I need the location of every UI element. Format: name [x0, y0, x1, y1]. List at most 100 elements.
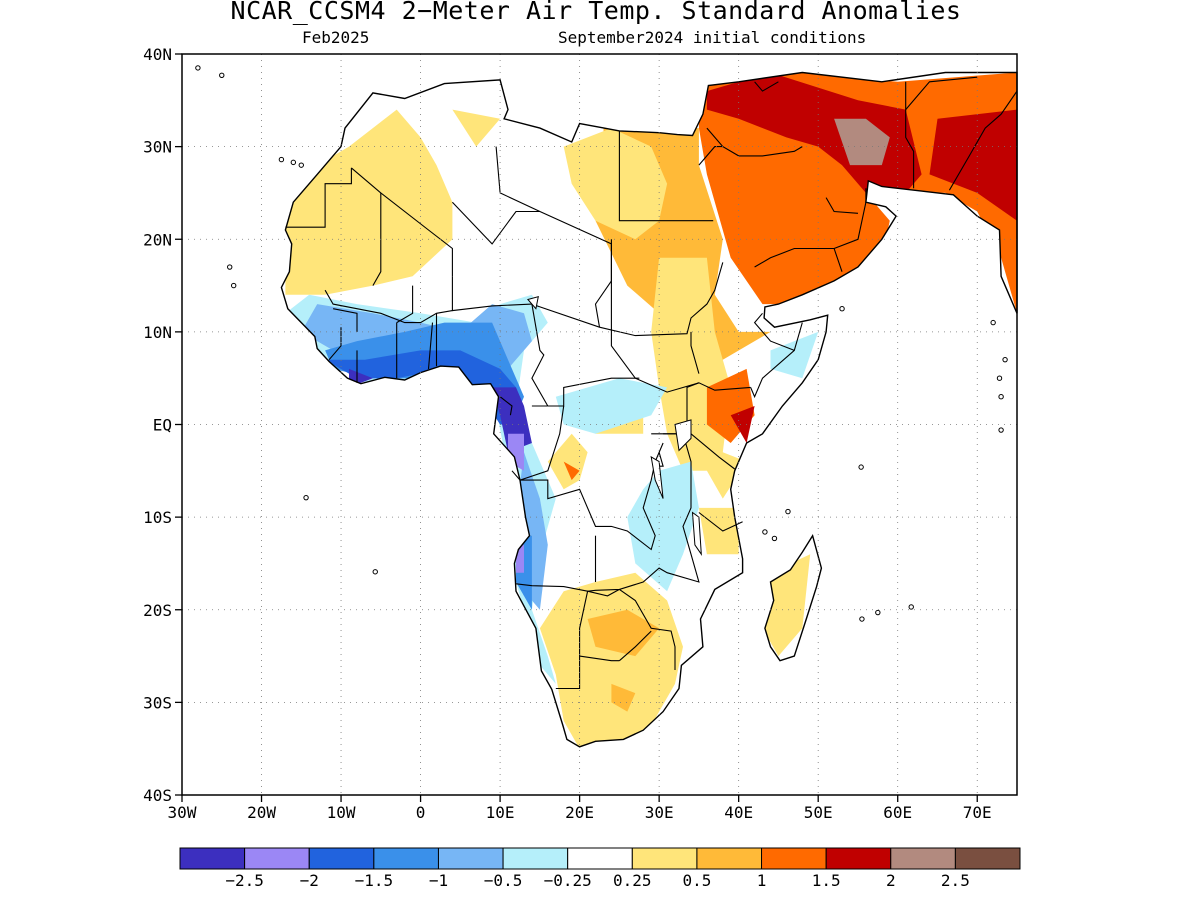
anomaly-region: [770, 331, 819, 379]
colorbar-swatch: [890, 847, 956, 870]
colorbar-swatch: [179, 847, 246, 870]
country-border: [531, 262, 724, 337]
lon-tick-label: 20W: [247, 803, 276, 822]
colorbar-label: 2: [886, 871, 896, 890]
colorbar: −2.5 −2 −1.5 −1 −0.5 −0.25 0.25 0.5 1 1.5 2 2.5: [179, 847, 1021, 890]
colorbar-swatch: [244, 847, 310, 870]
island: [227, 264, 233, 270]
country-border: [750, 322, 803, 399]
colorbar-swatch: [567, 847, 633, 870]
country-border: [833, 188, 867, 250]
colorbar-swatch: [825, 847, 892, 870]
anomaly-region: [706, 72, 922, 203]
lon-tick-label: 0: [416, 803, 426, 822]
country-border: [698, 146, 723, 166]
africa-coastline: [280, 71, 1018, 748]
anomaly-region: [611, 683, 636, 712]
colorbar-label: 1.5: [812, 871, 841, 890]
lake: [526, 296, 539, 310]
island: [298, 162, 304, 168]
lake: [691, 511, 702, 556]
colorbar-label: 0.5: [682, 871, 711, 890]
island: [998, 427, 1004, 433]
anomaly-shading: [285, 72, 1017, 747]
country-border: [754, 81, 779, 92]
colorbar-label: −2.5: [225, 871, 264, 890]
country-border: [332, 308, 358, 332]
country-border: [690, 331, 700, 374]
country-border: [555, 433, 700, 690]
island: [219, 72, 225, 79]
island: [785, 508, 791, 515]
island: [771, 535, 778, 542]
anomaly-region: [834, 118, 890, 166]
colorbar-label: 1: [757, 871, 767, 890]
country-border: [519, 405, 565, 481]
country-border: [285, 167, 352, 228]
lat-tick-label: 30S: [143, 693, 172, 712]
lon-tick-label: 70E: [963, 803, 992, 822]
lat-tick-label: 10N: [143, 323, 172, 342]
country-border: [452, 201, 540, 245]
island: [372, 569, 378, 575]
island: [1002, 356, 1008, 363]
anomaly-region: [516, 544, 524, 573]
lon-tick-label: 10E: [486, 803, 515, 822]
lake: [650, 455, 664, 499]
country-border: [396, 285, 414, 324]
anomaly-region: [929, 109, 1017, 221]
initial-conditions: September2024 initial conditions: [558, 28, 867, 47]
anomaly-region: [730, 406, 755, 443]
anomaly-region: [325, 350, 524, 425]
island: [230, 282, 237, 289]
country-border: [753, 312, 795, 351]
island: [195, 65, 201, 71]
lat-tick-label: EQ: [153, 416, 172, 435]
lon-tick-label: 20E: [565, 803, 594, 822]
country-border: [948, 90, 1018, 191]
anomaly-region: [555, 378, 668, 434]
island: [858, 464, 864, 470]
country-border: [825, 197, 859, 214]
map-title: NCAR_CCSM4 2−Meter Air Temp. Standard An…: [230, 0, 962, 25]
island: [990, 319, 996, 326]
country-border: [499, 396, 513, 416]
country-border: [619, 630, 652, 662]
country-border: [511, 442, 664, 551]
colorbar-label: −1: [429, 871, 448, 890]
island: [998, 394, 1004, 400]
country-border: [610, 239, 751, 393]
country-border: [698, 512, 743, 532]
lon-tick-label: 60E: [883, 803, 912, 822]
lon-tick-label: 30E: [645, 803, 674, 822]
country-border: [619, 588, 676, 670]
colorbar-label: 2.5: [941, 871, 970, 890]
lon-tick-label: 40E: [724, 803, 753, 822]
lat-tick-label: 20S: [143, 601, 172, 620]
anomaly-region: [563, 461, 580, 481]
lake: [674, 419, 692, 452]
colorbar-label: −2: [300, 871, 319, 890]
anomaly-region: [547, 433, 588, 490]
island: [278, 156, 285, 163]
island: [762, 529, 768, 535]
country-border: [547, 377, 640, 407]
country-border: [351, 167, 453, 277]
colorbar-swatch: [437, 847, 504, 870]
colorbar-label: −0.25: [544, 871, 592, 890]
island: [875, 609, 881, 616]
lat-tick-label: 40N: [143, 45, 172, 64]
anomaly-region: [762, 554, 811, 657]
madagascar-coastline: [764, 533, 823, 662]
island: [996, 375, 1003, 381]
island: [859, 616, 865, 622]
colorbar-label: −1.5: [355, 871, 394, 890]
colorbar-swatch: [696, 847, 763, 870]
anomaly-region: [285, 109, 453, 295]
colorbar-swatch: [631, 847, 698, 870]
anomaly-region: [587, 609, 660, 657]
lon-tick-label: 10W: [327, 803, 356, 822]
country-border: [372, 192, 382, 286]
lon-tick-label: 50E: [804, 803, 833, 822]
